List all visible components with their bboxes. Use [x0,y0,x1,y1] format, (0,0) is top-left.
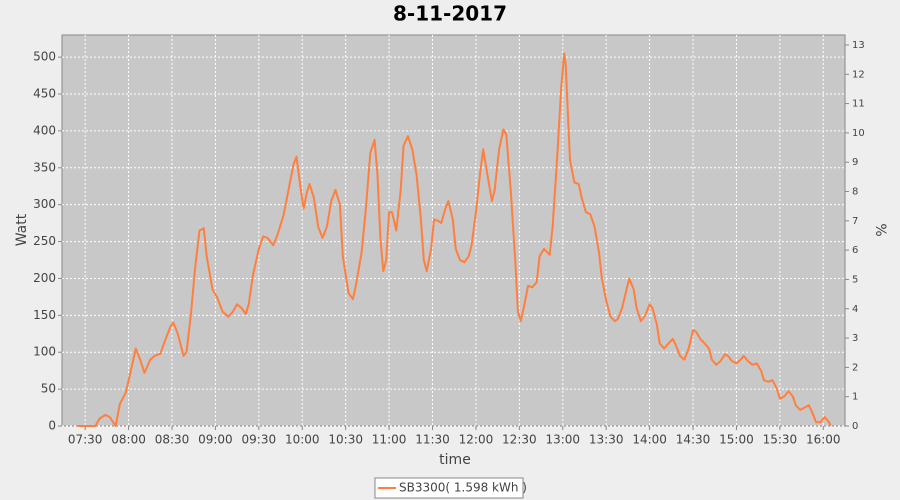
y2-axis-label: % [872,223,888,236]
x-tick-label: 09:00 [198,433,233,447]
x-tick-label: 11:30 [415,433,450,447]
y2-tick-label: 7 [852,216,858,227]
y2-tick-label: 11 [852,99,865,110]
y2-tick-label: 3 [852,333,858,344]
y2-tick-label: 6 [852,245,858,256]
y-tick-label: 350 [33,160,56,174]
x-tick-label: 13:30 [589,433,624,447]
y2-tick-label: 8 [852,187,858,198]
chart-title: 8-11-2017 [393,2,507,26]
y-tick-label: 50 [41,382,56,396]
y-tick-label: 250 [33,234,56,248]
y-tick-label: 300 [33,197,56,211]
y2-tick-label: 1 [852,392,858,403]
x-tick-label: 10:00 [285,433,320,447]
y2-tick-label: 9 [852,157,858,168]
x-tick-label: 14:30 [676,433,711,447]
y-tick-label: 400 [33,123,56,137]
y2-tick-label: 12 [852,69,865,80]
x-tick-label: 07:30 [68,433,103,447]
y2-tick-label: 10 [852,128,865,139]
x-tick-label: 14:00 [632,433,667,447]
y2-tick-label: 13 [852,40,865,51]
x-tick-label: 12:30 [502,433,537,447]
series-line [77,52,832,427]
x-tick-label: 08:30 [155,433,190,447]
y-tick-label: 150 [33,308,56,322]
x-tick-label: 13:00 [545,433,580,447]
y-tick-label: 100 [33,345,56,359]
y2-tick-label: 0 [852,421,858,432]
x-tick-label: 10:30 [328,433,363,447]
y2-tick-label: 2 [852,362,858,373]
x-tick-label: 12:00 [459,433,494,447]
x-tick-label: 15:00 [719,433,754,447]
y2-tick-label: 5 [852,274,858,285]
x-tick-label: 16:00 [806,433,841,447]
y-tick-label: 450 [33,87,56,101]
x-tick-label: 08:00 [111,433,146,447]
y-axis-label: Watt [14,213,30,246]
x-axis-label: time [439,452,471,468]
legend-label: SB3300( 1.598 kWh ) [399,481,527,495]
x-tick-label: 15:30 [763,433,798,447]
x-tick-label: 11:00 [372,433,407,447]
y2-tick-label: 4 [852,304,858,315]
y-tick-label: 0 [48,419,56,433]
x-tick-label: 09:30 [242,433,277,447]
y-tick-label: 500 [33,50,56,64]
legend-box [374,477,524,499]
y-tick-label: 200 [33,271,56,285]
